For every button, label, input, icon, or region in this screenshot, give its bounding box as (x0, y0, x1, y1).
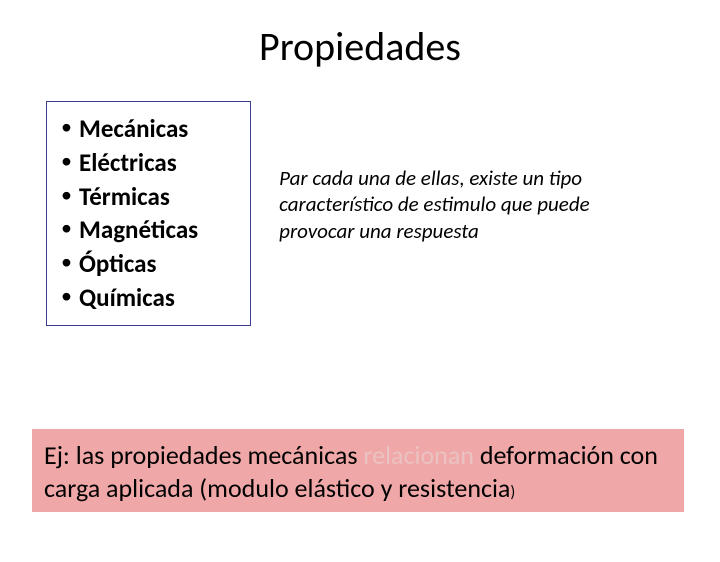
properties-list: Mecánicas Eléctricas Térmicas Magnéticas… (61, 112, 198, 315)
list-item: Químicas (61, 281, 198, 315)
list-item: Magnéticas (61, 213, 198, 247)
list-item: Mecánicas (61, 112, 198, 146)
properties-list-box: Mecánicas Eléctricas Térmicas Magnéticas… (46, 101, 251, 326)
example-accent-1: relacionan (363, 439, 474, 471)
example-close: ) (510, 483, 515, 502)
example-box: Ej: las propiedades mecánicas relacionan… (32, 429, 684, 512)
example-text: Ej: las propiedades mecánicas relacionan… (44, 439, 672, 504)
page-title: Propiedades (0, 22, 720, 71)
list-item: Térmicas (61, 180, 198, 214)
list-item: Ópticas (61, 247, 198, 281)
list-item: Eléctricas (61, 146, 198, 180)
side-paragraph: Par cada una de ellas, existe un tipo ca… (279, 165, 639, 244)
example-prefix: Ej: las propiedades mecánicas (44, 439, 363, 471)
content-row: Mecánicas Eléctricas Térmicas Magnéticas… (0, 101, 720, 326)
